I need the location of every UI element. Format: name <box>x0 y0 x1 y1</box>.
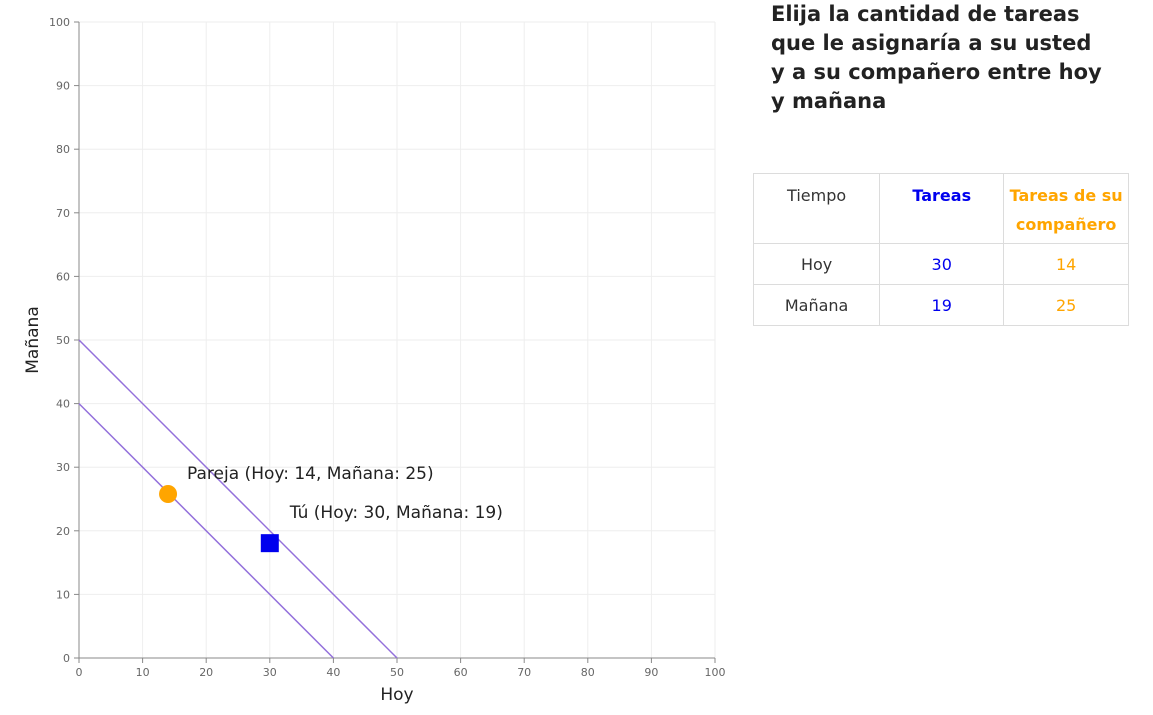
y-tick-label: 30 <box>56 461 70 474</box>
x-tick-label: 20 <box>199 666 213 679</box>
header-you: Tareas <box>879 173 1005 244</box>
you-point <box>260 534 279 553</box>
y-tick-label: 40 <box>56 398 70 411</box>
y-tick-label: 100 <box>49 16 70 29</box>
table-row: Mañana 19 25 <box>752 284 1129 326</box>
y-tick-label: 70 <box>56 207 70 220</box>
row-you-value: 19 <box>879 284 1005 326</box>
you-point-label: Tú (Hoy: 30, Mañana: 19) <box>289 503 503 523</box>
y-tick-label: 10 <box>56 588 70 601</box>
x-tick-label: 10 <box>136 666 150 679</box>
x-tick-label: 80 <box>581 666 595 679</box>
partner-point-label: Pareja (Hoy: 14, Mañana: 25) <box>187 464 434 484</box>
row-partner-value: 25 <box>1003 284 1129 326</box>
row-time-label: Hoy <box>752 243 881 285</box>
budget-line <box>78 339 398 659</box>
y-tick-label: 80 <box>56 143 70 156</box>
partner-point <box>159 485 178 503</box>
y-tick-label: 20 <box>56 525 70 538</box>
x-tick-label: 50 <box>390 666 404 679</box>
row-partner-value: 14 <box>1003 243 1129 285</box>
table-header-row: Tiempo Tareas Tareas de su compañero <box>752 173 1129 244</box>
header-time: Tiempo <box>752 173 881 244</box>
y-tick-label: 90 <box>56 80 70 93</box>
row-time-label: Mañana <box>752 284 881 326</box>
x-tick-label: 60 <box>454 666 468 679</box>
x-tick-label: 90 <box>644 666 658 679</box>
x-axis-label: Hoy <box>380 685 413 705</box>
instruction-title: Elija la cantidad de tareas que le asign… <box>771 2 1102 113</box>
y-axis-label: Mañana <box>23 306 43 373</box>
table-row: Hoy 30 14 <box>752 243 1129 285</box>
y-tick-label: 50 <box>56 334 70 347</box>
row-you-value: 30 <box>879 243 1005 285</box>
x-tick-label: 30 <box>263 666 277 679</box>
x-tick-label: 70 <box>517 666 531 679</box>
chart-svg[interactable]: 0 10 20 30 40 50 60 70 80 90 100 0 10 20 30 40 50 60 70 80 9… <box>0 0 740 715</box>
y-tick-label: 60 <box>56 270 70 283</box>
task-allocation-chart[interactable]: 0 10 20 30 40 50 60 70 80 90 100 0 10 20 30 40 50 60 70 80 9… <box>0 0 740 715</box>
budget-line <box>78 403 334 659</box>
y-tick-label: 0 <box>63 652 70 665</box>
x-tick-label: 100 <box>705 666 726 679</box>
x-tick-label: 40 <box>326 666 340 679</box>
x-tick-label: 0 <box>76 666 83 679</box>
task-table: Tiempo Tareas Tareas de su compañero Hoy… <box>752 173 1129 326</box>
header-partner: Tareas de su compañero <box>1003 173 1129 244</box>
